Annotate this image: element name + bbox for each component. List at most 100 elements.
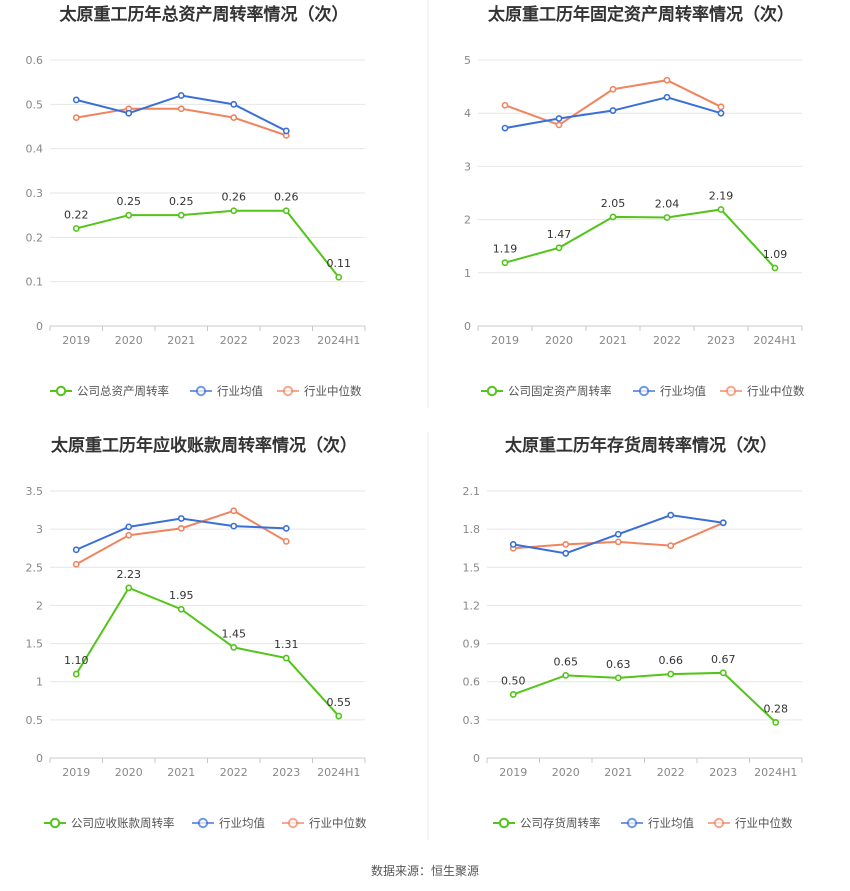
y-tick-label: 1.2: [463, 599, 481, 612]
x-tick-label: 2020: [552, 766, 580, 779]
legend-label: 行业均值: [217, 384, 263, 398]
y-tick-label: 0: [36, 752, 43, 765]
data-point-company: [335, 273, 343, 281]
y-tick-label: 2: [464, 214, 471, 227]
x-tick-label: 2019: [499, 766, 527, 779]
data-point-company: [72, 225, 80, 232]
data-label: 0.66: [659, 654, 684, 667]
data-point-company: [282, 207, 290, 215]
y-tick-label: 0.4: [26, 143, 44, 156]
data-label: 2.19: [709, 189, 734, 202]
x-tick-label: 2019: [62, 334, 90, 347]
data-point-company: [72, 670, 80, 678]
legend-label: 行业中位数: [747, 384, 805, 398]
chart-title: 太原重工历年总资产周转率情况（次）: [60, 4, 349, 25]
legend-label: 公司应收账款周转率: [71, 816, 175, 830]
legend-marker: [498, 817, 510, 829]
data-point-company: [555, 244, 563, 252]
data-source-note: 数据来源：恒生聚源: [370, 864, 479, 878]
data-point-company: [663, 214, 671, 221]
y-tick-label: 0.2: [26, 231, 44, 244]
data-label: 0.28: [764, 702, 789, 715]
data-point-company: [609, 213, 617, 221]
data-point-company: [335, 712, 343, 720]
data-label: 0.11: [327, 257, 352, 270]
x-tick-label: 2024H1: [754, 766, 797, 779]
chart-panel-1: 太原重工历年总资产周转率情况（次） 0 0.1 0.2 0.3 0.4 0.5 0.6 2019…: [26, 4, 366, 398]
data-point-median: [230, 507, 238, 515]
legend-label: 公司固定资产周转率: [508, 384, 612, 398]
legend-item-company: 公司固定资产周转率: [481, 384, 612, 398]
y-tick-label: 0.6: [26, 54, 44, 67]
data-point-company: [719, 669, 727, 677]
x-tick-label: 2022: [220, 766, 248, 779]
chart-panel-4: 太原重工历年存货周转率情况（次） 0 0.3 0.6 0.9 1.2 1.5 1.8 2.1 20…: [463, 435, 803, 830]
legend-item-avg: 行业均值: [633, 384, 706, 398]
data-label: 0.50: [501, 674, 526, 687]
chart-title: 太原重工历年应收账款周转率情况（次）: [51, 435, 357, 456]
data-point-company: [614, 674, 622, 682]
x-tick-label: 2021: [604, 766, 632, 779]
data-point-avg: [125, 109, 133, 117]
data-point-avg: [72, 546, 80, 554]
legend-item-avg: 行业均值: [192, 816, 265, 830]
x-tick-label: 2023: [707, 334, 735, 347]
legend-marker: [287, 817, 299, 829]
legend-marker: [197, 817, 209, 829]
legend-item-company: 公司应收账款周转率: [44, 816, 175, 830]
x-tick-label: 2024H1: [317, 334, 360, 347]
data-label: 0.22: [64, 208, 89, 221]
x-tick-label: 2020: [115, 334, 143, 347]
data-point-avg: [509, 541, 517, 548]
data-point-company: [230, 643, 238, 651]
data-point-avg: [663, 93, 671, 101]
y-tick-label: 4: [464, 107, 471, 120]
data-point-avg: [282, 127, 290, 135]
y-tick-label: 0.9: [463, 638, 481, 651]
data-point-median: [177, 105, 185, 113]
data-label: 0.65: [554, 655, 579, 668]
legend-marker: [195, 385, 207, 397]
x-tick-label: 2020: [545, 334, 573, 347]
y-tick-label: 3.5: [26, 485, 44, 498]
data-label: 2.05: [601, 197, 626, 210]
data-point-median: [230, 114, 238, 122]
data-label: 0.25: [169, 195, 194, 208]
legend-label: 公司存货周转率: [520, 816, 601, 830]
y-tick-label: 0: [464, 320, 471, 333]
data-point-company: [230, 207, 238, 215]
series-line-company: [512, 671, 777, 724]
data-point-avg: [555, 115, 563, 122]
data-point-avg: [230, 522, 238, 530]
series-line-company: [504, 208, 776, 269]
legend-marker: [638, 385, 650, 397]
data-label: 1.47: [547, 228, 572, 241]
legend-marker: [49, 817, 61, 829]
data-point-median: [555, 121, 563, 129]
data-label: 2.04: [655, 197, 680, 210]
legend-marker: [486, 385, 498, 397]
data-point-median: [614, 538, 622, 546]
y-tick-label: 0: [36, 320, 43, 333]
legend-label: 行业均值: [219, 816, 265, 830]
chart-panel-2: 太原重工历年固定资产周转率情况（次） 0 1 2 3 4 5 2019 2020 2021 2022…: [464, 4, 805, 398]
y-tick-label: 2.5: [26, 561, 44, 574]
y-tick-label: 0.3: [26, 187, 44, 200]
data-label: 2.23: [117, 568, 142, 581]
data-point-median: [501, 101, 509, 109]
data-label: 1.31: [274, 638, 299, 651]
data-label: 0.26: [222, 191, 247, 204]
data-point-company: [125, 584, 133, 592]
data-label: 1.09: [763, 248, 788, 261]
data-label: 1.19: [493, 243, 518, 256]
data-label: 0.26: [274, 191, 299, 204]
x-tick-label: 2022: [220, 334, 248, 347]
x-tick-label: 2023: [272, 766, 300, 779]
y-tick-label: 1.5: [26, 638, 44, 651]
data-point-avg: [609, 107, 617, 114]
data-point-company: [771, 264, 779, 272]
y-tick-label: 1.8: [463, 523, 481, 536]
data-point-median: [663, 76, 671, 84]
data-point-avg: [614, 530, 622, 538]
legend-item-avg: 行业均值: [621, 816, 694, 830]
